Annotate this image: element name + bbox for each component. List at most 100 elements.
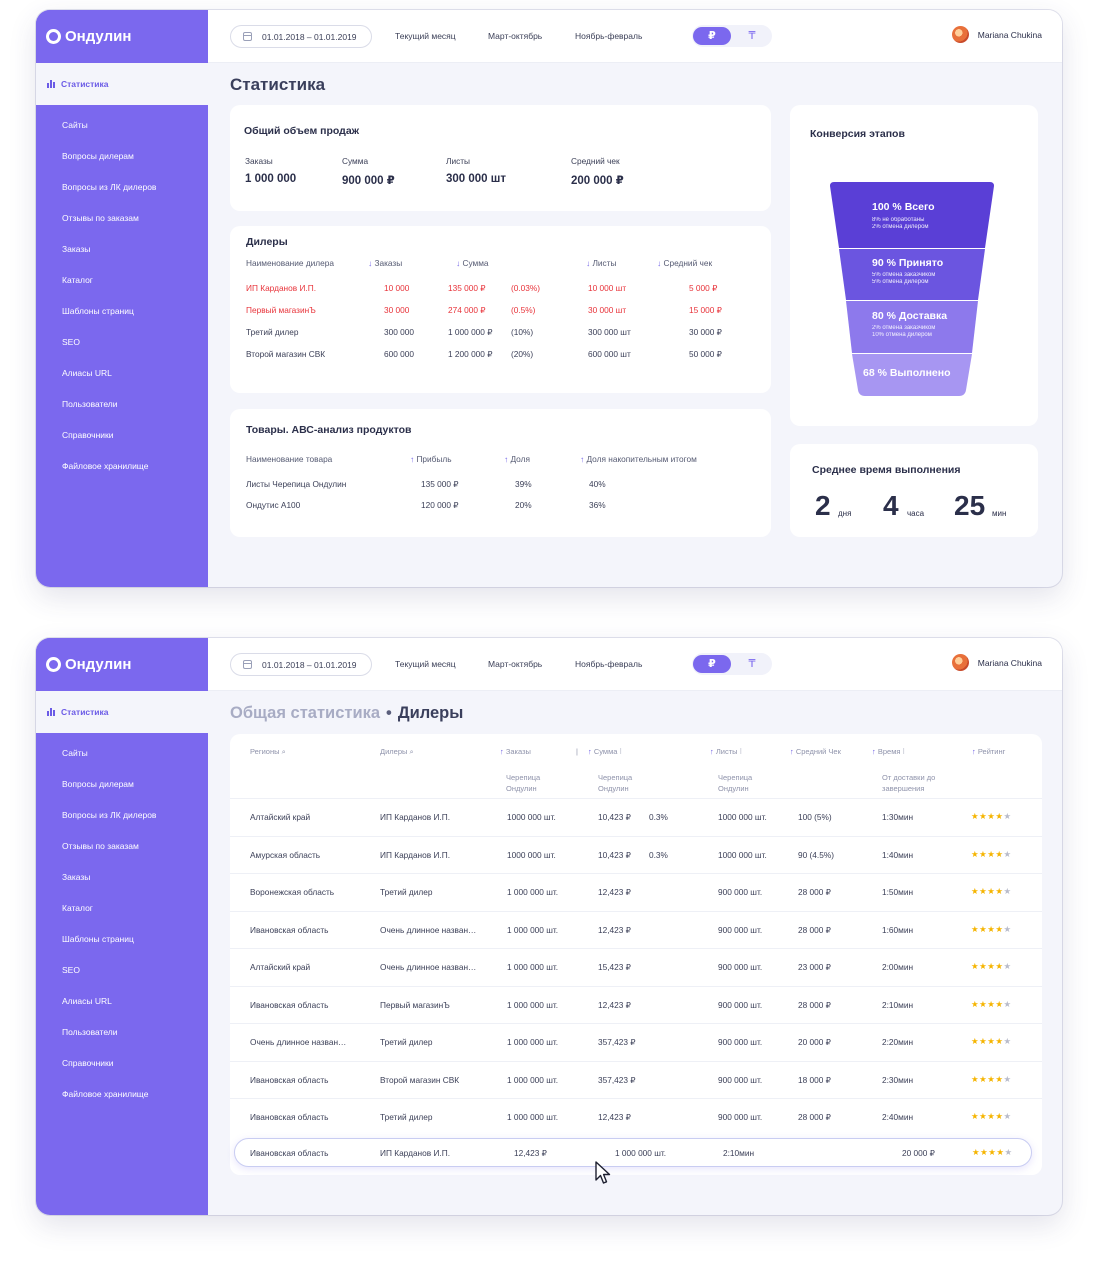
sidebar-item[interactable]: SEO — [62, 965, 80, 975]
currency-kzt-button[interactable]: ₸ — [748, 658, 756, 670]
column-header-orders[interactable]: ↑ Заказы — [500, 747, 531, 756]
table-row[interactable]: Ивановская область Первый магазинЪ 1 000 0… — [230, 985, 1042, 1024]
sidebar-item[interactable]: Алиасы URL — [62, 368, 112, 378]
table-row[interactable]: Алтайский край ИП Карданов И.П. 1000 000 ш… — [230, 798, 1042, 836]
table-row[interactable]: Воронежская область Третий дилер 1 000 000… — [230, 873, 1042, 911]
top-bar: 01.01.2018 – 01.01.2019 Текущий месяц Ма… — [208, 10, 1062, 63]
date-range-picker[interactable]: 01.01.2018 – 01.01.2019 — [230, 653, 372, 676]
sidebar-item-statistics[interactable]: Статистика — [36, 691, 208, 733]
sidebar-item[interactable]: Пользователи — [62, 399, 118, 409]
dealer-sum-pct: (0.5%) — [511, 305, 536, 315]
star-icon: ★ — [979, 848, 988, 859]
dealer-name[interactable]: ИП Карданов И.П. — [246, 283, 317, 293]
sidebar-item[interactable]: Заказы — [62, 872, 91, 882]
user-menu[interactable]: Mariana Chukina — [951, 654, 1042, 671]
cell-time: 1:40мин — [882, 849, 914, 860]
star-icon: ★ — [979, 923, 988, 934]
dealer-name[interactable]: Третий дилер — [246, 327, 299, 337]
cell-region: Ивановская область — [250, 924, 329, 935]
cell-dealer: Второй магазин СВК — [380, 1074, 460, 1085]
column-header[interactable]: Наименование товара — [246, 454, 333, 464]
logo-text: Ондулин — [65, 656, 132, 673]
table-row[interactable]: Ивановская область Очень длинное назван… 1… — [230, 910, 1042, 949]
table-row[interactable]: Очень длинное назван… Третий дилер 1 000 0… — [230, 1023, 1042, 1061]
currency-toggle: ₽ ₸ — [692, 653, 772, 675]
cell-sum: 12,423 ₽ — [598, 887, 631, 897]
sidebar-item[interactable]: Вопросы из ЛК дилеров — [62, 810, 157, 820]
sidebar-item[interactable]: Шаблоны страниц — [62, 306, 134, 316]
column-header-sum[interactable]: ↑ Сумма ⁝ — [588, 747, 622, 756]
table-row[interactable]: Ивановская область Третий дилер 1 000 000 … — [230, 1098, 1042, 1136]
sidebar-item[interactable]: Сайты — [62, 120, 88, 130]
currency-kzt-button[interactable]: ₸ — [748, 30, 756, 42]
product-name: Ондутис А100 — [246, 500, 301, 510]
sidebar-item[interactable]: Отзывы по заказам — [62, 213, 139, 223]
search-icon[interactable]: ⌕ — [409, 747, 414, 756]
sidebar-item[interactable]: SEO — [62, 337, 80, 347]
sidebar-item[interactable]: Шаблоны страниц — [62, 934, 134, 944]
period-november-february[interactable]: Ноябрь-февраль — [575, 659, 643, 669]
column-header[interactable]: ↑ Доля накопительным итогом — [580, 454, 697, 464]
column-header[interactable]: Наименование дилера — [246, 258, 334, 268]
star-icon: ★ — [979, 961, 988, 971]
cell-avg-check: 20 000 ₽ — [902, 1148, 935, 1158]
star-icon: ★ — [996, 1147, 1005, 1157]
sidebar-item[interactable]: Отзывы по заказам — [62, 841, 139, 851]
period-current-month[interactable]: Текущий месяц — [395, 659, 456, 669]
sidebar-item[interactable]: Сайты — [62, 748, 88, 758]
period-current-month[interactable]: Текущий месяц — [395, 31, 456, 41]
logo[interactable]: Ондулин — [36, 638, 208, 691]
logo[interactable]: Ондулин — [36, 10, 208, 63]
table-row[interactable]: Ивановская область Второй магазин СВК 1 00… — [230, 1060, 1042, 1099]
product-profit: 135 000 ₽ — [421, 479, 459, 489]
user-menu[interactable]: Mariana Chukina — [951, 26, 1042, 43]
sidebar-item[interactable]: Вопросы дилерам — [62, 151, 134, 161]
currency-rub-button[interactable]: ₽ — [693, 655, 731, 673]
sidebar-item[interactable]: Файловое хранилище — [62, 461, 149, 471]
sidebar-item[interactable]: Пользователи — [62, 1027, 118, 1037]
sidebar-item[interactable]: Каталог — [62, 275, 93, 285]
cell-dealer: ИП Карданов И.П. — [380, 1148, 451, 1158]
table-row[interactable]: Алтайский край Очень длинное назван… 1 000… — [230, 948, 1042, 986]
period-march-october[interactable]: Март-октябрь — [488, 31, 543, 41]
date-range-picker[interactable]: 01.01.2018 – 01.01.2019 — [230, 25, 372, 48]
cell-sum: 10,423 ₽ — [598, 849, 631, 860]
dealer-name[interactable]: Второй магазин СВК — [246, 349, 326, 359]
sidebar-item[interactable]: Файловое хранилище — [62, 1089, 149, 1099]
rating-stars: ★★★★★ — [971, 1111, 1012, 1122]
sidebar-item[interactable]: Вопросы из ЛК дилеров — [62, 182, 157, 192]
cell-time: 2:40мин — [882, 1112, 914, 1122]
funnel-stage-done — [852, 354, 972, 396]
column-header[interactable]: ↓ Заказы — [368, 258, 403, 268]
column-header-sheets[interactable]: ↑ Листы ⁝ — [710, 747, 743, 756]
search-icon[interactable]: ⌕ — [281, 747, 286, 756]
sidebar-item[interactable]: Справочники — [62, 1058, 114, 1068]
column-header[interactable]: ↑ Прибыль — [410, 454, 452, 464]
breadcrumb-general-stats[interactable]: Общая статистика — [230, 704, 381, 722]
column-header-dealers[interactable]: Дилеры ⌕ — [380, 747, 414, 756]
column-header-time[interactable]: ↑ Время ⁝ — [872, 747, 905, 756]
column-header[interactable]: ↑ Доля — [504, 454, 530, 464]
sidebar-item[interactable]: Вопросы дилерам — [62, 779, 134, 789]
period-march-october[interactable]: Март-октябрь — [488, 659, 543, 669]
dealer-name[interactable]: Первый магазинЪ — [246, 305, 316, 315]
currency-rub-button[interactable]: ₽ — [693, 27, 731, 45]
column-header-rating[interactable]: ↑ Рейтинг — [972, 747, 1006, 756]
sidebar-item[interactable]: Справочники — [62, 430, 114, 440]
table-row[interactable]: Амурская область ИП Карданов И.П. 1000 000… — [230, 835, 1042, 874]
statistics-window: Ондулин Статистика Сайты Вопросы дилерам… — [36, 10, 1062, 587]
sidebar-item-statistics[interactable]: Статистика — [36, 63, 208, 105]
sort-up-icon: ↑ — [790, 747, 794, 756]
star-icon: ★ — [971, 886, 980, 896]
sidebar-item[interactable]: Заказы — [62, 244, 91, 254]
sidebar-item-label: Статистика — [61, 79, 109, 89]
column-header[interactable]: ↓ Листы — [586, 258, 617, 268]
sidebar-item[interactable]: Алиасы URL — [62, 996, 112, 1006]
table-row-hovered[interactable]: Ивановская область ИП Карданов И.П. 12,4… — [234, 1138, 1032, 1167]
sidebar-item[interactable]: Каталог — [62, 903, 93, 913]
column-header[interactable]: ↓ Сумма — [456, 258, 489, 268]
period-november-february[interactable]: Ноябрь-февраль — [575, 31, 643, 41]
column-header-avg-check[interactable]: ↑ Средний Чек — [790, 747, 841, 756]
column-header-regions[interactable]: Регионы ⌕ — [250, 747, 286, 756]
column-header[interactable]: ↓ Средний чек — [657, 258, 713, 268]
